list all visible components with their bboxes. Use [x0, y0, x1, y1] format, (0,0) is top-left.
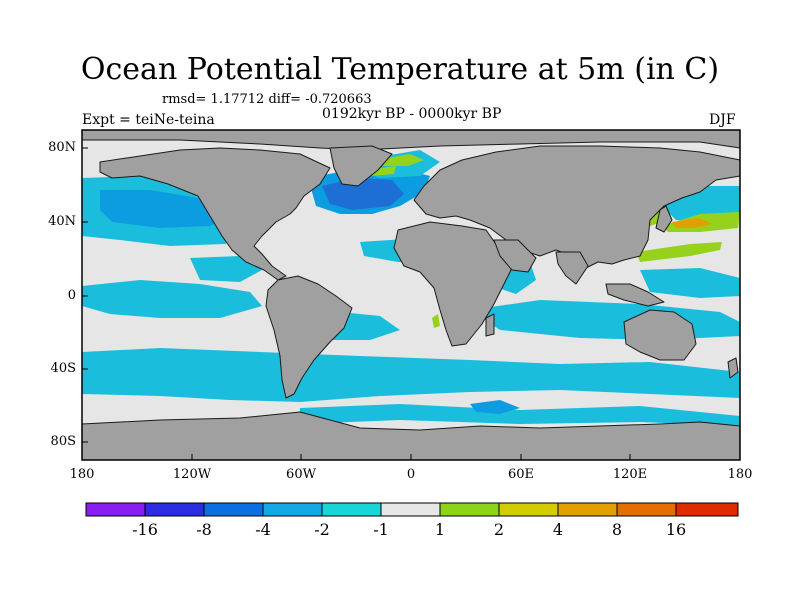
axis-ticks [81, 147, 741, 460]
y-label-80s: 80S [50, 434, 76, 449]
y-label-80n: 80N [48, 140, 76, 155]
north-america [99, 147, 331, 281]
experiment-label: Expt = teiNe-teina [82, 112, 215, 128]
land-masses [81, 129, 741, 461]
cool-band-east-pacific-tropics [190, 256, 262, 282]
warm-spot-mozambique [432, 314, 440, 328]
colorbar-label-8: 4 [552, 520, 564, 539]
eurasia [413, 145, 741, 269]
southeast-asia-islands [605, 283, 665, 307]
cool-deep-north-atlantic [322, 178, 404, 210]
x-label-120w: 120W [172, 467, 212, 482]
colorbar-box-4 [262, 502, 323, 517]
colorbar-box-7 [439, 502, 500, 517]
cool-band-southern-ocean [82, 348, 740, 402]
warm-band-north-pacific-subtropics [636, 242, 722, 262]
x-label-60e: 60E [507, 467, 535, 482]
cool-band-west-pacific-tropics [640, 268, 740, 298]
greenland [329, 145, 393, 187]
india [555, 251, 589, 285]
warm-core-kuroshio [672, 218, 712, 228]
colorbar [85, 502, 739, 517]
colorbar-box-3 [203, 502, 264, 517]
colorbar-box-1 [85, 502, 146, 517]
cool-band-antarctic-margin [300, 404, 740, 426]
x-label-60w: 60W [286, 467, 316, 482]
x-label-180w: 180 [69, 467, 95, 482]
period-label: 0192kyr BP - 0000kyr BP [322, 106, 502, 122]
arabia [493, 239, 537, 273]
y-label-40n: 40N [48, 214, 76, 229]
cool-band-north-pacific-inner [100, 190, 230, 228]
colorbar-label-9: 8 [611, 520, 623, 539]
warm-anomalies [366, 154, 740, 328]
south-america [265, 275, 353, 399]
y-label-0: 0 [67, 288, 76, 303]
season-label: DJF [709, 112, 736, 128]
colorbar-label-10: 16 [665, 520, 687, 539]
warm-band-nordic-seas [376, 154, 424, 166]
colorbar-box-10 [616, 502, 677, 517]
colorbar-box-9 [557, 502, 618, 517]
colorbar-label-6: 1 [434, 520, 446, 539]
colorbar-label-3: -4 [255, 520, 271, 539]
x-label-0: 0 [406, 467, 416, 482]
map-plot [81, 129, 741, 461]
madagascar [485, 313, 495, 337]
africa [393, 221, 515, 347]
colorbar-label-5: -1 [373, 520, 389, 539]
x-label-180e: 180 [727, 467, 753, 482]
colorbar-label-1: -16 [132, 520, 158, 539]
colorbar-label-2: -8 [196, 520, 212, 539]
colorbar-box-6 [380, 502, 441, 517]
x-label-120e: 120E [612, 467, 648, 482]
cool-deep-antarctic [470, 400, 520, 414]
colorbar-label-7: 2 [493, 520, 505, 539]
colorbar-box-11 [675, 502, 739, 517]
colorbar-box-2 [144, 502, 205, 517]
new-zealand [727, 357, 739, 379]
map-title: Ocean Potential Temperature at 5m (in C) [80, 52, 720, 87]
y-label-40s: 40S [50, 361, 76, 376]
stats-text: rmsd= 1.17712 diff= -0.720663 [162, 92, 372, 107]
colorbar-label-4: -2 [314, 520, 330, 539]
cool-band-tropical-pacific [82, 280, 262, 318]
japan [655, 205, 673, 233]
colorbar-box-5 [321, 502, 382, 517]
australia [623, 309, 697, 361]
colorbar-box-8 [498, 502, 559, 517]
